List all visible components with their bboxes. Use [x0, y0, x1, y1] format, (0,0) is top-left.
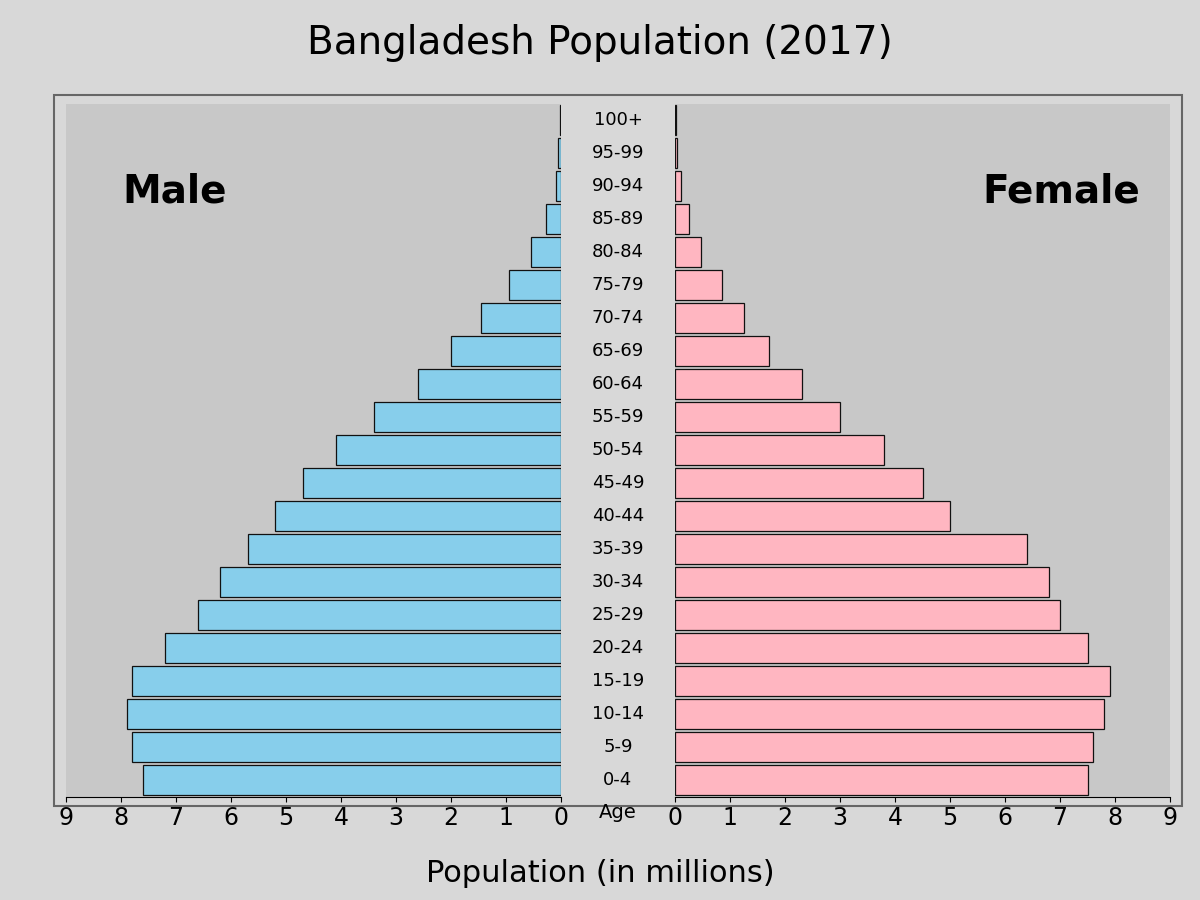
Text: 20-24: 20-24 [592, 639, 644, 657]
Bar [336, 435, 562, 465]
Text: 75-79: 75-79 [592, 276, 644, 294]
Bar [674, 567, 1049, 598]
Bar [198, 599, 562, 630]
Bar [558, 138, 562, 168]
Text: Population (in millions): Population (in millions) [426, 859, 774, 887]
Text: 50-54: 50-54 [592, 441, 644, 459]
Bar [374, 401, 562, 432]
Bar [674, 336, 768, 366]
Bar [166, 633, 562, 663]
Bar [546, 203, 562, 234]
Text: 40-44: 40-44 [592, 507, 644, 525]
Bar [674, 666, 1110, 697]
Bar [674, 237, 701, 267]
Text: 30-34: 30-34 [592, 573, 644, 591]
Bar [530, 237, 562, 267]
Bar [674, 138, 677, 168]
Bar [132, 666, 562, 697]
Bar [481, 302, 562, 333]
Text: 85-89: 85-89 [592, 210, 644, 228]
Text: Female: Female [983, 173, 1140, 211]
Text: 95-99: 95-99 [592, 144, 644, 162]
Bar [247, 534, 562, 564]
Bar [674, 203, 689, 234]
Bar [674, 765, 1087, 796]
Bar [556, 171, 562, 202]
Text: 45-49: 45-49 [592, 474, 644, 492]
Bar [132, 732, 562, 762]
Bar [674, 534, 1027, 564]
Bar [674, 698, 1104, 729]
Text: 70-74: 70-74 [592, 309, 644, 327]
Text: 60-64: 60-64 [592, 375, 644, 393]
Text: 90-94: 90-94 [592, 177, 644, 195]
Bar [674, 468, 923, 499]
Bar [674, 500, 950, 531]
Bar [674, 599, 1060, 630]
Bar [509, 270, 562, 301]
Text: Male: Male [122, 173, 227, 211]
Text: 15-19: 15-19 [592, 672, 644, 690]
Text: 25-29: 25-29 [592, 606, 644, 624]
Bar [674, 732, 1093, 762]
Bar [674, 435, 884, 465]
Bar [418, 369, 562, 400]
Text: 65-69: 65-69 [592, 342, 644, 360]
Text: 35-39: 35-39 [592, 540, 644, 558]
Bar [302, 468, 562, 499]
Text: Bangladesh Population (2017): Bangladesh Population (2017) [307, 24, 893, 62]
Text: 55-59: 55-59 [592, 408, 644, 426]
Bar [674, 302, 744, 333]
Text: 0-4: 0-4 [604, 771, 632, 789]
Bar [674, 270, 721, 301]
Bar [451, 336, 562, 366]
Text: 100+: 100+ [594, 111, 642, 129]
Bar [275, 500, 562, 531]
Text: Age: Age [599, 803, 637, 823]
Bar [220, 567, 562, 598]
Bar [674, 401, 840, 432]
Bar [143, 765, 562, 796]
Bar [674, 369, 802, 400]
Text: 5-9: 5-9 [604, 738, 632, 756]
Bar [674, 633, 1087, 663]
Bar [674, 171, 680, 202]
Bar [126, 698, 562, 729]
Text: 10-14: 10-14 [592, 705, 644, 723]
Text: 80-84: 80-84 [592, 243, 644, 261]
